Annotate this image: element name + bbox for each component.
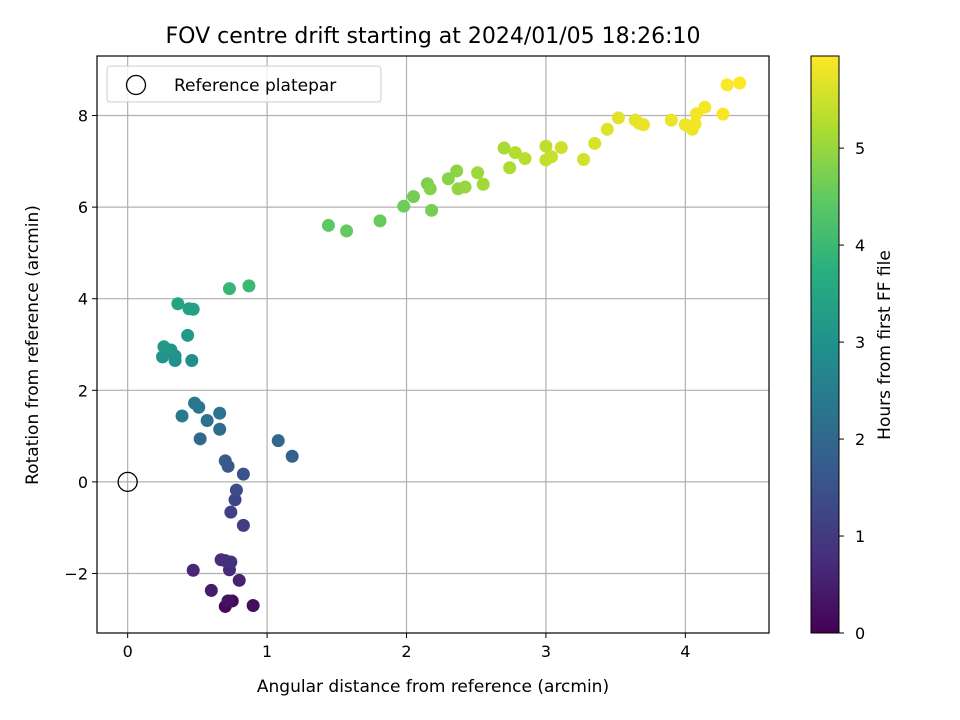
data-point	[733, 76, 747, 90]
data-point	[285, 449, 299, 463]
data-point	[458, 180, 472, 194]
data-point	[688, 117, 702, 131]
data-point	[236, 518, 250, 532]
x-axis-ticks: 0 1 2 3 4	[123, 633, 690, 661]
legend-entry-reference: Reference platepar	[174, 76, 336, 96]
legend: Reference platepar	[106, 65, 382, 103]
data-point	[186, 563, 200, 577]
data-point	[406, 190, 420, 204]
y-tick-label: 4	[78, 290, 88, 309]
y-tick-label: 2	[78, 381, 88, 400]
data-point	[423, 182, 437, 196]
y-tick-label: 8	[78, 107, 88, 126]
data-point	[554, 141, 568, 155]
data-point	[186, 302, 200, 316]
data-point	[221, 594, 235, 608]
data-point	[471, 166, 485, 180]
colorbar-tick-label: 5	[855, 139, 865, 158]
data-point	[157, 340, 171, 354]
data-point	[242, 279, 256, 293]
data-point	[181, 328, 195, 342]
data-point	[200, 414, 214, 428]
data-point	[185, 354, 199, 368]
data-point	[545, 150, 559, 164]
legend-box	[106, 65, 382, 103]
x-tick-label: 0	[123, 642, 133, 661]
data-point	[441, 172, 455, 186]
data-point	[518, 152, 532, 166]
y-tick-label: −2	[64, 564, 88, 583]
data-point	[171, 297, 185, 311]
colorbar-tick-label: 0	[855, 624, 865, 643]
data-point	[224, 505, 238, 519]
data-point	[236, 467, 250, 481]
colorbar-label: Hours from first FF file	[875, 250, 895, 440]
data-point	[175, 409, 189, 423]
data-point	[611, 111, 625, 125]
data-point	[637, 118, 651, 132]
colorbar-tick-label: 1	[855, 527, 865, 546]
y-tick-label: 0	[78, 473, 88, 492]
colorbar-tick-label: 3	[855, 333, 865, 352]
data-point	[476, 177, 490, 191]
data-point	[229, 483, 243, 497]
y-tick-label: 6	[78, 198, 88, 217]
colorbar-ticks: 0 1 2 3 4 5	[839, 139, 865, 643]
colorbar-tick-label: 4	[855, 236, 865, 255]
data-point	[228, 493, 242, 507]
data-point	[246, 599, 260, 613]
data-point	[600, 122, 614, 136]
x-tick-label: 3	[541, 642, 551, 661]
y-axis-label: Rotation from reference (arcmin)	[23, 205, 43, 485]
data-point	[450, 164, 464, 178]
colorbar: 0 1 2 3 4 5 Hours from first FF file	[810, 55, 895, 643]
data-point	[588, 136, 602, 150]
legend-reference-marker	[125, 74, 147, 96]
chart-title: FOV centre drift starting at 2024/01/05 …	[166, 24, 701, 49]
data-point	[698, 100, 712, 114]
data-point	[213, 422, 227, 436]
data-point	[397, 199, 411, 213]
data-point	[716, 107, 730, 121]
data-point	[193, 432, 207, 446]
reference-marker-group	[117, 471, 138, 493]
data-point	[232, 573, 246, 587]
data-point	[321, 218, 335, 232]
data-point	[222, 282, 236, 296]
reference-platepar-marker	[117, 471, 138, 493]
data-point	[204, 583, 218, 597]
x-tick-label: 1	[262, 642, 272, 661]
data-point	[425, 203, 439, 217]
data-point	[213, 406, 227, 420]
data-point	[373, 214, 387, 228]
plot-frame	[96, 55, 770, 634]
data-point	[720, 78, 734, 92]
data-point	[577, 152, 591, 166]
data-points	[156, 76, 747, 613]
y-axis-ticks: −2 0 2 4 6 8	[64, 107, 97, 583]
data-point	[664, 113, 678, 127]
x-axis-label: Angular distance from reference (arcmin)	[257, 677, 609, 697]
colorbar-gradient	[810, 55, 840, 634]
data-point	[188, 396, 202, 410]
x-tick-label: 4	[680, 642, 690, 661]
x-tick-label: 2	[401, 642, 411, 661]
data-point	[508, 146, 522, 160]
grid-lines	[97, 56, 769, 633]
data-point	[539, 139, 553, 153]
colorbar-tick-label: 2	[855, 430, 865, 449]
data-point	[503, 161, 517, 175]
data-point	[224, 555, 238, 569]
data-point	[340, 224, 354, 238]
data-point	[218, 454, 232, 468]
data-point	[271, 434, 285, 448]
data-point	[497, 141, 511, 155]
